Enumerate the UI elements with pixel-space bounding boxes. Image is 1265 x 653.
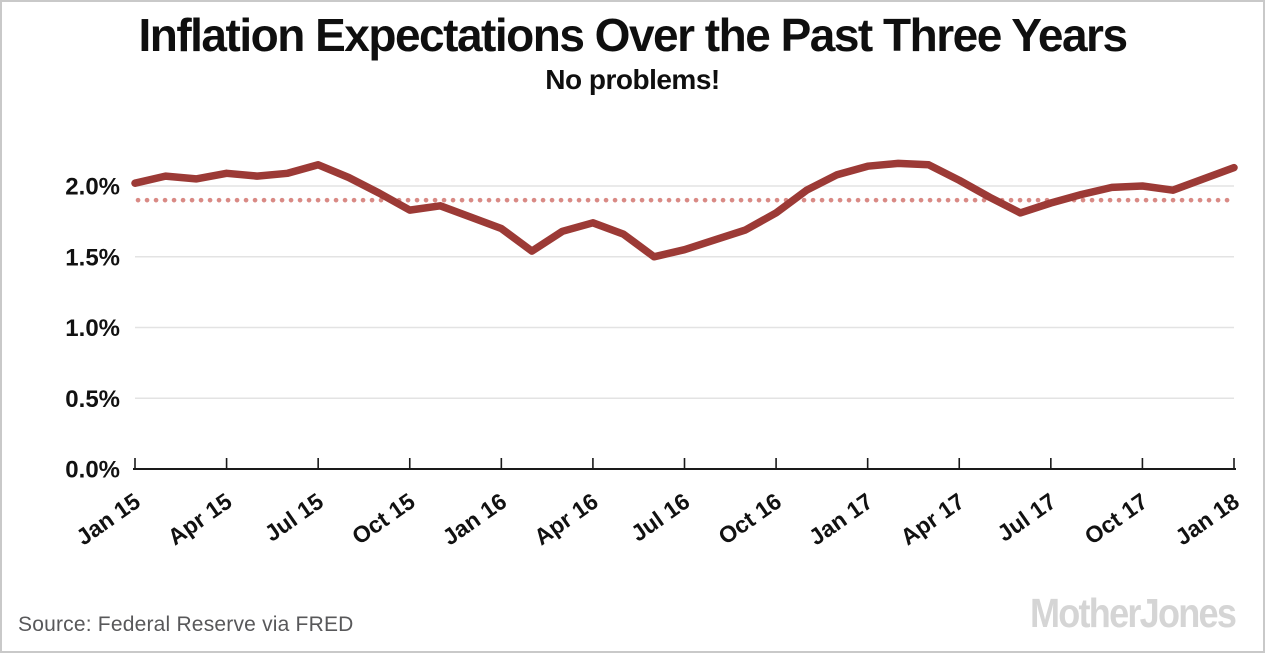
y-tick-label: 2.0% — [65, 174, 120, 201]
x-tick-label: Apr 16 — [529, 488, 603, 550]
x-tick-label: Jan 15 — [71, 488, 145, 550]
y-tick-label: 0.0% — [65, 457, 120, 484]
x-tick-label: Jan 18 — [1170, 488, 1244, 550]
inflation-expectations-line — [131, 159, 1238, 261]
x-tick-label: Oct 16 — [713, 488, 786, 550]
y-tick-label: 1.5% — [65, 244, 120, 271]
chart-subtitle: No problems! — [545, 64, 720, 95]
x-tick-label: Apr 17 — [896, 488, 970, 550]
x-tick-label: Oct 17 — [1080, 488, 1153, 550]
x-tick-label: Jul 15 — [260, 488, 328, 547]
x-tick-label: Jan 17 — [804, 488, 878, 550]
x-tick-label: Oct 15 — [347, 488, 420, 550]
x-tick-label: Jul 17 — [992, 488, 1060, 547]
y-tick-label: 1.0% — [65, 315, 120, 342]
y-tick-label: 0.5% — [65, 386, 120, 413]
x-tick-label: Apr 15 — [163, 488, 237, 550]
x-tick-label: Jul 16 — [626, 488, 694, 547]
motherjones-logo: MotherJones — [1029, 590, 1237, 636]
chart-title: Inflation Expectations Over the Past Thr… — [138, 9, 1128, 61]
x-tick-label: Jan 16 — [438, 488, 512, 550]
source-note: Source: Federal Reserve via FRED — [18, 613, 354, 636]
